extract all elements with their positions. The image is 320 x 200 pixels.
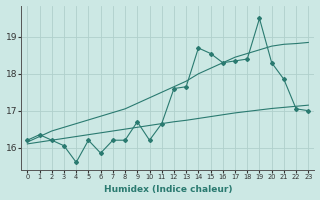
X-axis label: Humidex (Indice chaleur): Humidex (Indice chaleur) xyxy=(104,185,232,194)
